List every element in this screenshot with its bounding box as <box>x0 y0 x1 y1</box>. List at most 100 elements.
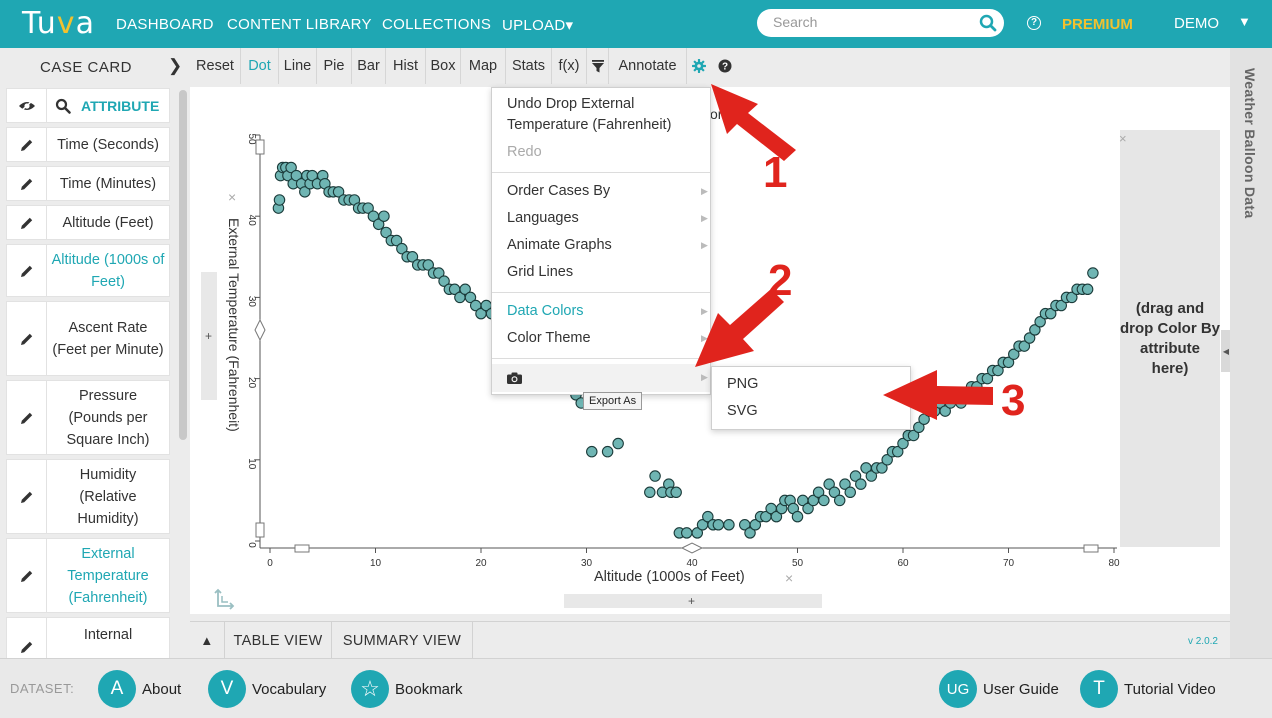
dataset-label: DATASET: <box>10 681 75 696</box>
settings-button[interactable] <box>687 48 711 84</box>
nav-upload[interactable]: UPLOAD▾ <box>502 17 574 34</box>
about-label: About <box>142 680 182 698</box>
attribute-row[interactable]: Pressure (Pounds per Square Inch) <box>6 380 170 455</box>
tutorial-video-button[interactable]: T Tutorial Video <box>1080 670 1216 708</box>
nav-content-library[interactable]: CONTENT LIBRARY <box>227 16 372 33</box>
line-plot-button[interactable]: Line <box>279 48 317 84</box>
x-axis-add-icon[interactable]: + <box>688 594 696 608</box>
attribute-header-row: ATTRIBUTE <box>6 88 170 123</box>
y-axis-add-icon[interactable]: + <box>205 329 213 343</box>
user-guide-button[interactable]: UG User Guide <box>939 670 1059 708</box>
caret-down-icon[interactable]: ▼ <box>1238 14 1251 29</box>
attribute-row[interactable]: External Temperature (Fahrenheit) <box>6 538 170 613</box>
pencil-icon[interactable] <box>7 206 47 239</box>
menu-item-grid-lines[interactable]: Grid Lines <box>507 264 574 280</box>
about-button[interactable]: A About <box>98 670 181 708</box>
menu-item-languages[interactable]: Languages <box>507 210 579 226</box>
filter-button[interactable] <box>587 48 609 84</box>
search-input[interactable] <box>773 14 973 30</box>
help-icon[interactable]: ? <box>1027 16 1041 30</box>
nav-collections[interactable]: COLLECTIONS <box>382 16 492 33</box>
pencil-icon[interactable] <box>7 460 47 533</box>
histogram-button[interactable]: Hist <box>386 48 426 84</box>
vocabulary-button[interactable]: V Vocabulary <box>208 670 326 708</box>
right-panel[interactable] <box>1230 48 1272 658</box>
color-by-close-icon[interactable]: × <box>1119 131 1127 146</box>
about-icon: A <box>98 670 136 708</box>
stats-button[interactable]: Stats <box>506 48 552 84</box>
annotation-number-3: 3 <box>1001 376 1026 425</box>
pencil-icon[interactable] <box>7 539 47 612</box>
submenu-arrow-icon: ▶ <box>701 333 708 343</box>
tab-summary-view[interactable]: SUMMARY VIEW <box>332 622 473 659</box>
annotation-number-1: 1 <box>763 148 788 197</box>
tuva-logo[interactable]: Tuva <box>22 6 95 41</box>
svg-text:?: ? <box>722 62 728 73</box>
x-axis-remove-icon[interactable]: × <box>785 570 794 586</box>
attribute-list: ATTRIBUTE Time (Seconds) Time (Minutes) Al… <box>6 88 170 658</box>
eye-icon[interactable] <box>7 89 47 122</box>
function-button[interactable]: f(x) <box>552 48 587 84</box>
view-tabs-bar: ▲ TABLE VIEW SUMMARY VIEW v 2.0.2 <box>190 621 1230 659</box>
attribute-row[interactable]: Ascent Rate (Feet per Minute) <box>6 301 170 376</box>
pencil-icon[interactable] <box>7 245 47 296</box>
pencil-icon[interactable] <box>7 167 47 200</box>
menu-divider <box>492 358 710 359</box>
premium-link[interactable]: PREMIUM <box>1062 16 1133 33</box>
attribute-row[interactable]: Time (Minutes) <box>6 166 170 201</box>
x-axis-drop-zone[interactable] <box>564 594 822 608</box>
export-svg-option[interactable]: SVG <box>727 403 758 419</box>
legend-toggle-tab[interactable]: ◀ <box>1221 330 1231 372</box>
y-axis-remove-icon[interactable]: × <box>228 189 237 205</box>
chevron-right-icon[interactable]: ❯ <box>168 56 183 75</box>
rescale-icon[interactable] <box>213 588 235 610</box>
y-axis-label[interactable]: External Temperature (Fahrenheit) <box>226 218 242 432</box>
vocabulary-icon: V <box>208 670 246 708</box>
pencil-icon[interactable] <box>7 618 47 658</box>
collapse-button[interactable]: ▲ <box>190 622 225 659</box>
attribute-header[interactable]: ATTRIBUTE <box>47 89 169 122</box>
nav-dashboard[interactable]: DASHBOARD <box>116 16 214 33</box>
attribute-row[interactable]: Humidity (Relative Humidity) <box>6 459 170 534</box>
submenu-arrow-icon: ▶ <box>701 240 708 250</box>
export-png-option[interactable]: PNG <box>727 376 759 392</box>
attribute-row[interactable]: Altitude (1000s of Feet) <box>6 244 170 297</box>
bookmark-button[interactable]: ☆ Bookmark <box>351 670 463 708</box>
menu-divider <box>492 292 710 293</box>
annotate-button[interactable]: Annotate <box>609 48 687 84</box>
pencil-icon[interactable] <box>7 302 47 375</box>
bookmark-star-icon: ☆ <box>351 670 389 708</box>
attribute-row[interactable]: Time (Seconds) <box>6 127 170 162</box>
search-icon[interactable] <box>979 14 997 32</box>
help-button[interactable]: ? <box>711 48 739 84</box>
export-tooltip: Export As <box>583 392 643 410</box>
menu-item-export[interactable]: ▶ <box>492 364 710 392</box>
annotation-number-2: 2 <box>768 256 793 305</box>
attribute-label: Time (Seconds) <box>57 136 159 153</box>
y-axis-drop-zone[interactable] <box>201 272 217 400</box>
user-menu[interactable]: DEMO <box>1174 15 1219 32</box>
menu-item-order-cases[interactable]: Order Cases By <box>507 183 611 199</box>
color-by-drop-zone[interactable]: (drag and drop Color By attribute here) <box>1120 130 1220 547</box>
pencil-icon[interactable] <box>7 381 47 454</box>
dot-plot-button[interactable]: Dot <box>241 48 279 84</box>
dataset-title[interactable]: Weather Balloon Data <box>1242 68 1258 219</box>
pie-chart-button[interactable]: Pie <box>317 48 352 84</box>
tab-table-view[interactable]: TABLE VIEW <box>225 622 332 659</box>
attribute-row[interactable]: Internal <box>6 617 170 658</box>
map-button[interactable]: Map <box>461 48 506 84</box>
attribute-row[interactable]: Altitude (Feet) <box>6 205 170 240</box>
menu-item-redo[interactable]: Redo <box>507 144 542 160</box>
box-plot-button[interactable]: Box <box>426 48 461 84</box>
menu-item-undo[interactable]: Undo Drop External Temperature (Fahrenhe… <box>507 96 672 133</box>
submenu-arrow-icon: ▶ <box>701 213 708 223</box>
x-axis-label[interactable]: Altitude (1000s of Feet) <box>594 569 745 585</box>
sidebar-scrollbar[interactable] <box>179 90 187 440</box>
menu-item-data-colors[interactable]: Data Colors <box>507 303 584 319</box>
menu-item-color-theme[interactable]: Color Theme <box>507 330 591 346</box>
reset-button[interactable]: Reset <box>190 48 241 84</box>
menu-item-animate-graphs[interactable]: Animate Graphs <box>507 237 612 253</box>
search-icon <box>55 98 71 114</box>
pencil-icon[interactable] <box>7 128 47 161</box>
bar-chart-button[interactable]: Bar <box>352 48 386 84</box>
